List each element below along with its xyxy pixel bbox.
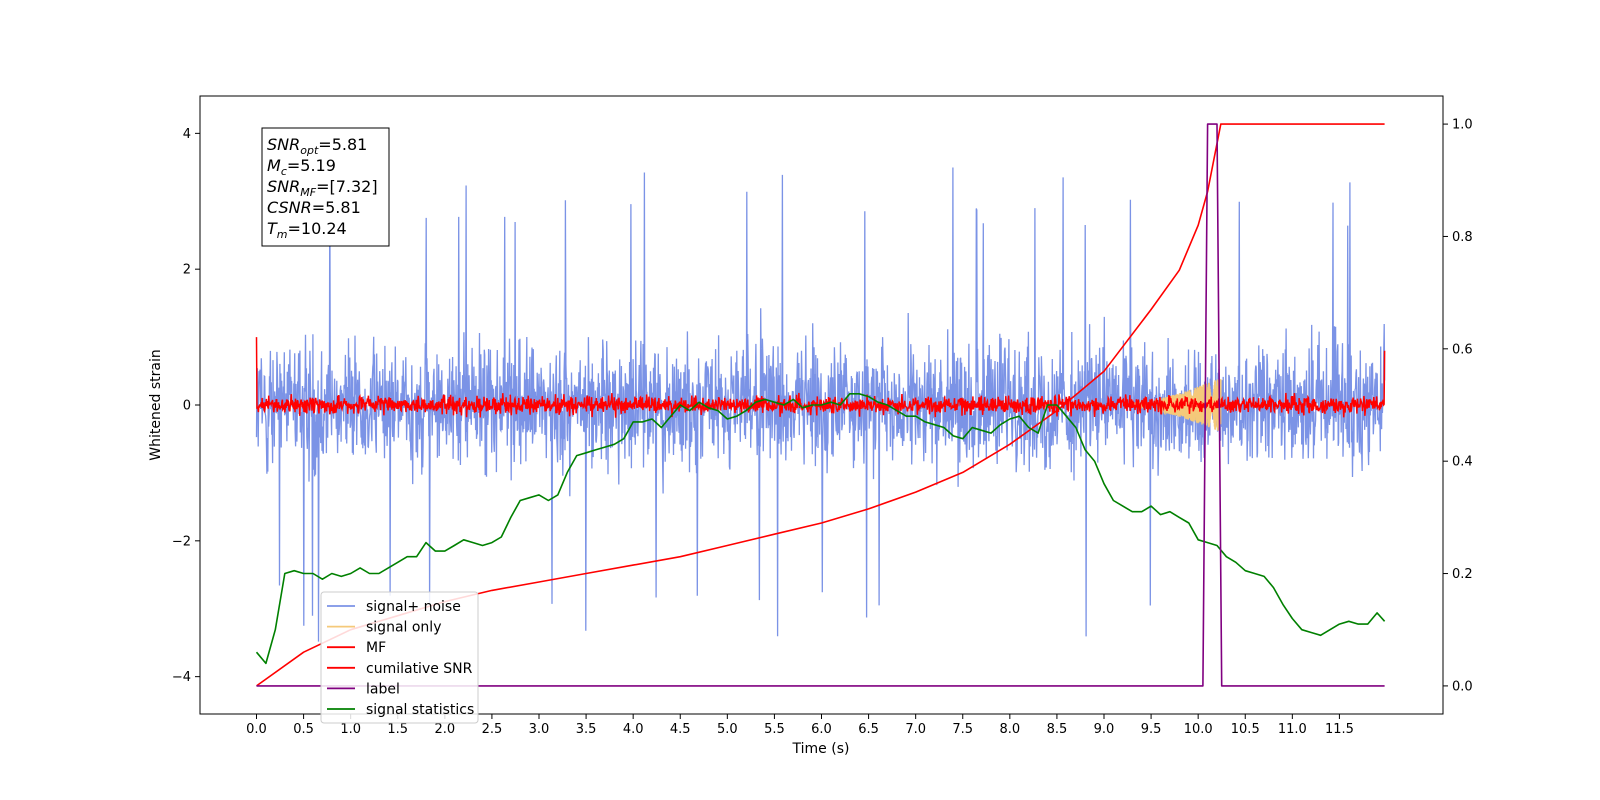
x-tick-label: 5.0 — [717, 722, 738, 737]
x-tick-label: 7.5 — [952, 722, 973, 737]
y-axis-label: Whitened strain — [148, 349, 164, 460]
x-tick-label: 6.5 — [858, 722, 879, 737]
x-tick-label: 1.5 — [387, 722, 408, 737]
x-tick-label: 0.0 — [246, 722, 267, 737]
annotation-frame — [261, 127, 390, 247]
legend-label: signal+ noise — [366, 599, 461, 615]
y2-tick-label: 0.0 — [1452, 679, 1473, 694]
annotation-line: SNRMF=[7.32] — [267, 177, 378, 199]
x-tick-label: 9.0 — [1094, 722, 1115, 737]
legend-label: MF — [366, 640, 386, 656]
annotation-line: Mc=5.19 — [267, 156, 336, 178]
x-tick-label: 11.0 — [1278, 722, 1307, 737]
y-tick-label: 2 — [183, 263, 191, 278]
legend-label: signal statistics — [366, 702, 474, 718]
x-tick-label: 1.0 — [340, 722, 361, 737]
x-tick-label: 0.5 — [293, 722, 314, 737]
legend-label: label — [366, 681, 400, 697]
series-signal-statistics-line — [255, 393, 1386, 665]
y-tick-label: 0 — [183, 399, 191, 414]
legend-label: signal only — [366, 620, 441, 636]
y-tick-label: −4 — [172, 670, 191, 685]
x-tick-label: 3.5 — [576, 722, 597, 737]
x-tick-label: 8.5 — [1047, 722, 1068, 737]
x-tick-label: 2.5 — [482, 722, 503, 737]
series-label-line — [256, 123, 1385, 687]
x-tick-label: 8.0 — [999, 722, 1020, 737]
legend-label: cumilative SNR — [366, 661, 473, 677]
y2-tick-label: 0.4 — [1452, 455, 1473, 470]
y2-tick-label: 0.2 — [1452, 567, 1473, 582]
x-tick-label: 9.5 — [1141, 722, 1162, 737]
y-tick-label: 4 — [183, 127, 191, 142]
x-tick-label: 6.0 — [811, 722, 832, 737]
x-axis: 0.0 0.5 1.0 1.5 2.0 2.5 3.0 3.5 4.0 4.5 5.0 5.5 6.0 6… — [246, 714, 1354, 737]
x-tick-label: 4.5 — [670, 722, 691, 737]
x-tick-label: 2.0 — [434, 722, 455, 737]
x-tick-label: 11.5 — [1325, 722, 1354, 737]
series-mf-line — [255, 337, 1386, 418]
y-axis-left: 4 2 0 −2 −4 — [172, 127, 200, 685]
x-tick-label: 10.5 — [1231, 722, 1260, 737]
y2-tick-label: 0.6 — [1452, 342, 1473, 357]
legend: signal+ noise signal only MF cumilative SNR… — [320, 591, 479, 724]
y-axis-right: 1.0 0.8 0.6 0.4 0.2 0.0 — [1443, 118, 1473, 694]
x-tick-label: 7.0 — [905, 722, 926, 737]
y2-tick-label: 0.8 — [1452, 230, 1473, 245]
x-tick-label: 10.0 — [1184, 722, 1213, 737]
annotation-line: SNRopt=5.81 — [267, 135, 367, 157]
x-tick-label: 5.5 — [764, 722, 785, 737]
x-tick-label: 4.0 — [623, 722, 644, 737]
annotation-line: Tm=10.24 — [267, 219, 347, 241]
x-tick-label: 3.0 — [529, 722, 550, 737]
annotation-line: CSNR=5.81 — [267, 198, 361, 217]
x-axis-label: Time (s) — [792, 741, 850, 757]
y2-tick-label: 1.0 — [1452, 118, 1473, 133]
y-tick-label: −2 — [172, 534, 191, 549]
legend-frame — [320, 591, 479, 724]
